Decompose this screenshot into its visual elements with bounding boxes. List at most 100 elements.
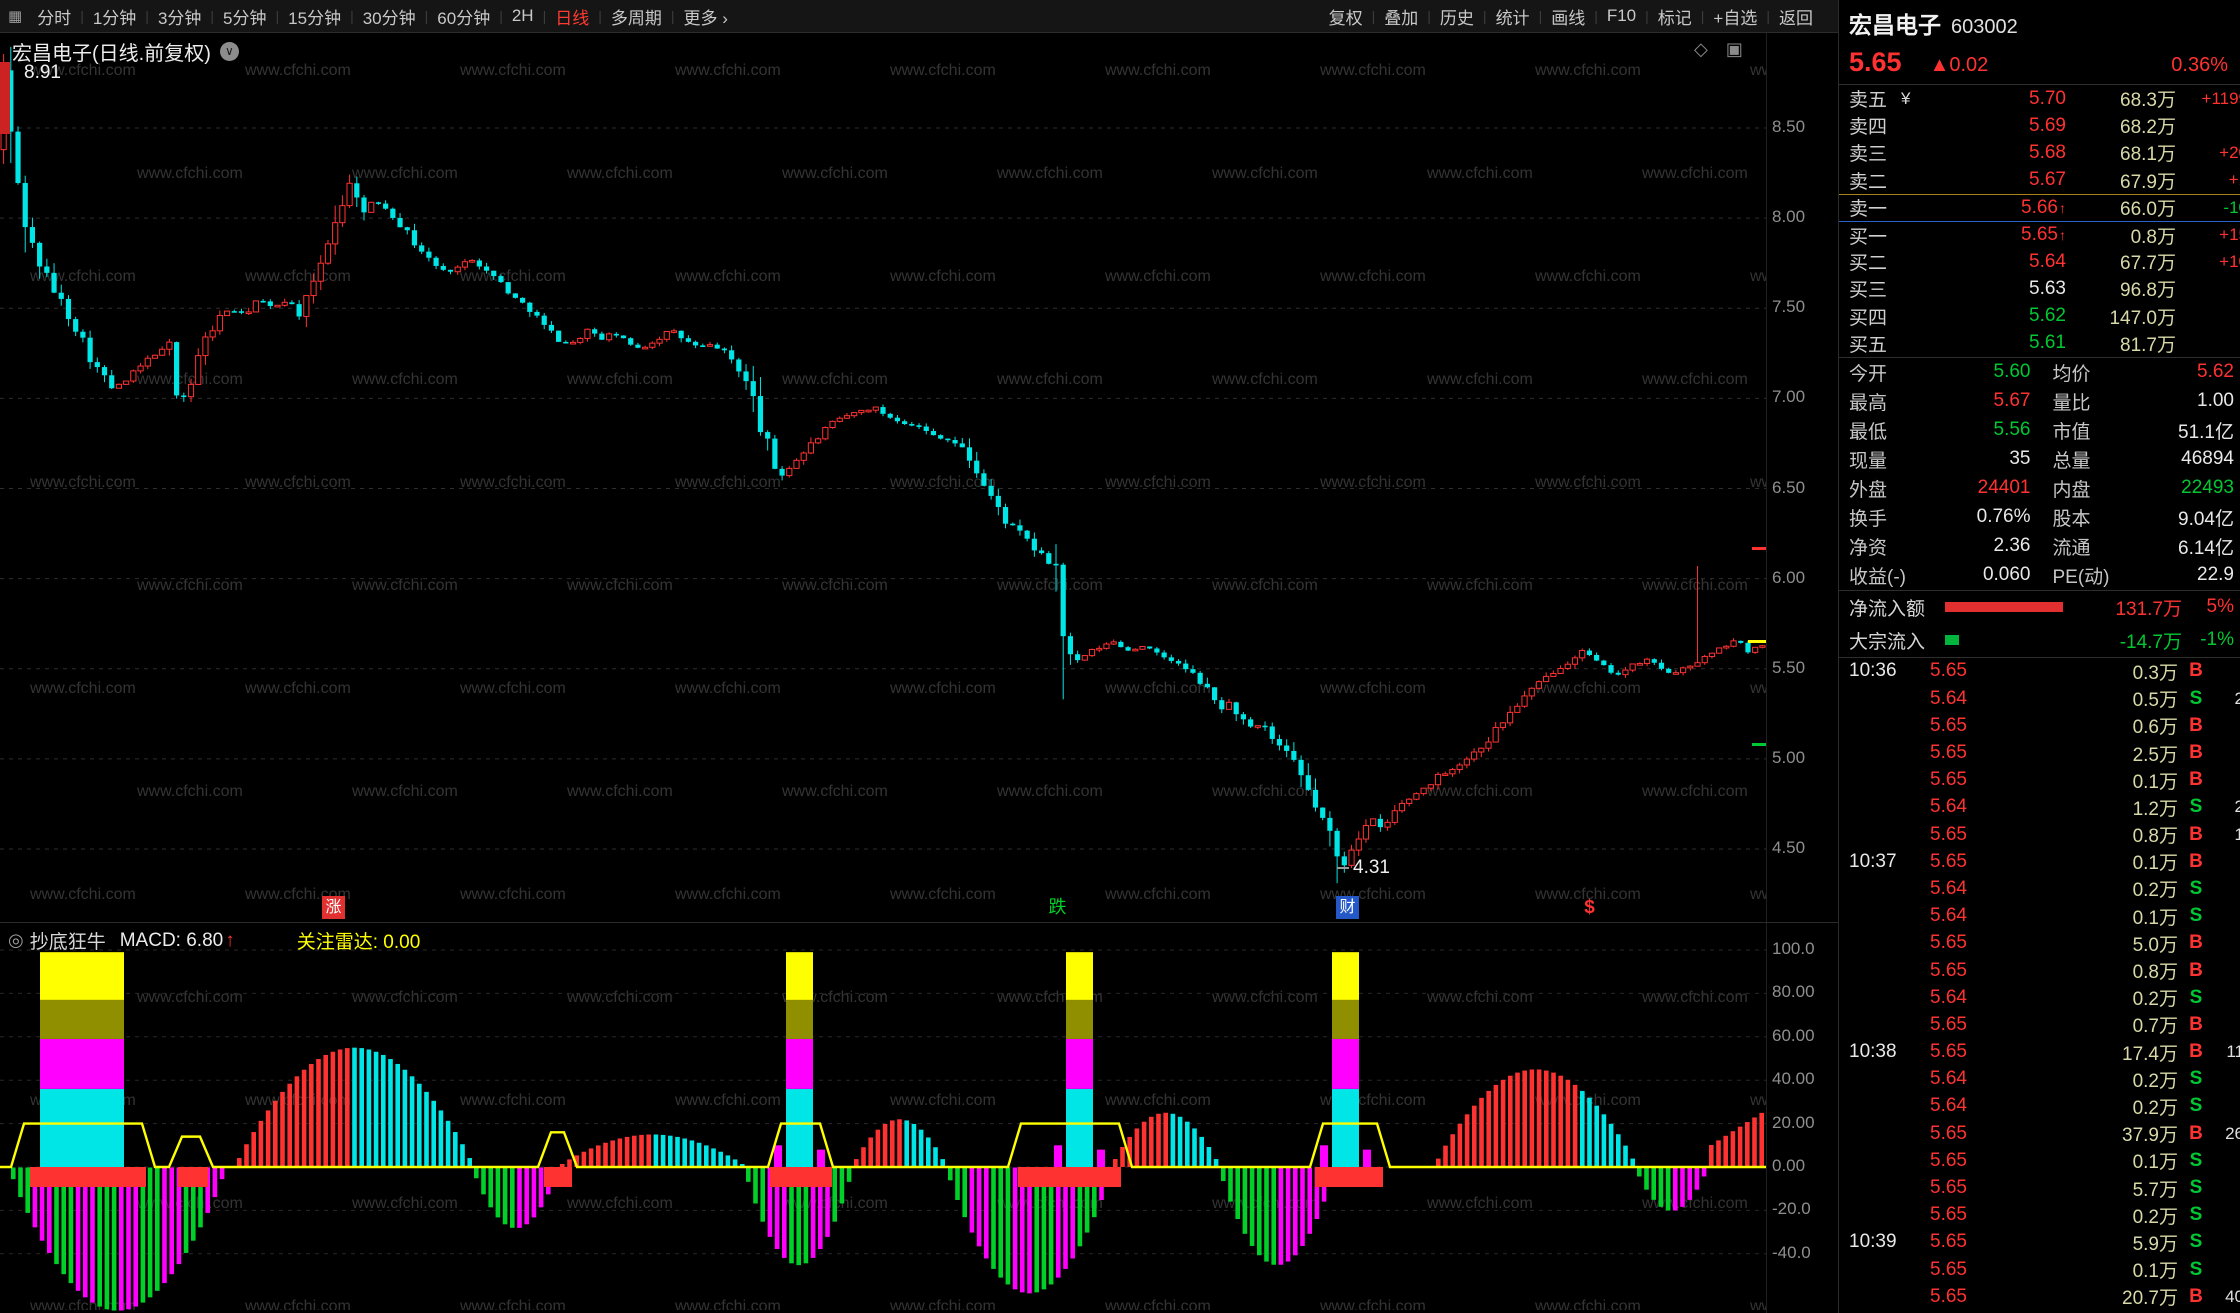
toolbar-item-tool-2[interactable]: 历史 <box>1439 8 1474 28</box>
watermark-text: www.cfchi.com <box>460 1092 566 1109</box>
order-book-row-卖一[interactable]: 卖一 5.66↑ 66.0万 -10 <box>1839 193 2240 221</box>
order-volume: 68.1万 <box>2120 144 2176 166</box>
watermark-text: www.cfchi.com <box>460 62 566 79</box>
stat-label: 净资 <box>1849 537 1888 559</box>
watermark-text: www.cfchi.com <box>997 165 1103 182</box>
toolbar-item-period-2[interactable]: 3分钟 <box>157 8 202 28</box>
watermark-text: www.cfchi.com <box>245 268 351 285</box>
tick-price: 5.65 <box>1930 769 1967 791</box>
toolbar-item-tool-4[interactable]: 画线 <box>1551 8 1586 28</box>
toolbar-item-period-6[interactable]: 60分钟 <box>437 8 491 28</box>
watermark-text: www.cfchi.com <box>1642 783 1748 800</box>
order-price: 5.66↑ <box>2021 196 2066 218</box>
watermark-text: www.cfchi.com <box>567 165 673 182</box>
candlestick-chart[interactable] <box>0 44 1766 922</box>
event-marker-3[interactable]: $ <box>1584 897 1595 918</box>
order-book-row-卖五[interactable]: 卖五 ¥5.70 68.3万 +1199 <box>1839 85 2240 112</box>
tick-volume: 0.2万 <box>2132 1206 2178 1228</box>
watermark-text: www.cfchi.com <box>245 1298 351 1310</box>
currency-icon[interactable]: ¥ <box>1901 88 1911 108</box>
watermark-text: www.cfchi.com <box>1750 268 1766 285</box>
order-book-row-买三[interactable]: 买三 5.63 96.8万 <box>1839 275 2240 302</box>
tick-list[interactable]: 10:365.650.3万B5.640.5万S25.650.6万B5.652.5… <box>1839 658 2240 1311</box>
toolbar-item-period-10[interactable]: 更多 › <box>683 8 728 28</box>
watermark-text: www.cfchi.com <box>567 371 673 388</box>
watermark-text: www.cfchi.com <box>1320 474 1426 491</box>
toolbar-item-period-7[interactable]: 2H <box>511 6 534 25</box>
toolbar-item-period-4[interactable]: 15分钟 <box>288 8 342 28</box>
toolbar-item-tool-3[interactable]: 统计 <box>1495 8 1530 28</box>
watermark-text: www.cfchi.com <box>675 1092 781 1109</box>
tick-row: 5.65 0.8万 B1 <box>1839 821 2240 848</box>
menu-icon[interactable]: ▦ <box>8 8 23 25</box>
tick-row: 5.65 2.5万 B <box>1839 739 2240 766</box>
watermark-text: www.cfchi.com <box>1212 989 1318 1006</box>
toolbar-item-tool-8[interactable]: 返回 <box>1779 8 1813 28</box>
watermark-text: www.cfchi.com <box>782 783 888 800</box>
indicator-cycle-icon[interactable]: ◎ <box>8 930 24 950</box>
float-window-icon[interactable]: ▣ <box>1725 39 1743 59</box>
stat-label: 今开 <box>1849 363 1888 385</box>
tick-time: 10:39 <box>1849 1231 1897 1253</box>
watermark-text: www.cfchi.com <box>352 1195 458 1212</box>
tick-side-flag: S <box>2189 1149 2203 1171</box>
watermark-text: www.cfchi.com <box>890 474 996 491</box>
tick-row: 5.64 0.2万 S <box>1839 984 2240 1011</box>
order-book-row-买一[interactable]: 买一 5.65↑ 0.8万 +15 <box>1839 220 2240 248</box>
toolbar-item-period-8[interactable]: 日线 <box>555 8 590 28</box>
order-book-row-买二[interactable]: 买二 5.64 67.7万 +10 <box>1839 248 2240 275</box>
watermark-text: www.cfchi.com <box>1750 1298 1766 1310</box>
last-price: 5.65 <box>1849 47 1902 77</box>
tick-row: 5.65 0.1万 S <box>1839 1256 2240 1283</box>
tick-time: 10:37 <box>1849 850 1897 872</box>
toolbar-item-period-0[interactable]: 分时 <box>37 8 72 28</box>
indicator-axis-label: 80.00 <box>1772 982 1815 1002</box>
tick-side-flag: B <box>2189 823 2203 845</box>
order-book-row-卖三[interactable]: 卖三 5.68 68.1万 +20 <box>1839 139 2240 166</box>
toolbar-item-period-5[interactable]: 30分钟 <box>362 8 416 28</box>
toolbar-item-period-1[interactable]: 1分钟 <box>92 8 137 28</box>
indicator-chart[interactable] <box>0 925 1766 1313</box>
title-dropdown-icon[interactable]: ∨ <box>219 42 239 61</box>
event-marker-0[interactable]: 涨 <box>322 896 345 919</box>
toolbar-item-tool-7[interactable]: +自选 <box>1713 8 1758 28</box>
watermark-text: www.cfchi.com <box>352 783 458 800</box>
watermark-layer: www.cfchi.com www.cfchi.com www.cfchi.com w… <box>0 44 1766 1310</box>
price-axis-label: 7.00 <box>1772 387 1806 407</box>
toolbar-item-tool-0[interactable]: 复权 <box>1328 8 1363 28</box>
watermark-text: www.cfchi.com <box>997 783 1103 800</box>
flow-pct: -1% <box>2200 629 2234 651</box>
toolbar-item-period-9[interactable]: 多周期 <box>610 8 662 28</box>
indicator-name[interactable]: 抄底狂牛 <box>29 932 106 953</box>
watermark-text: www.cfchi.com <box>1212 783 1318 800</box>
order-price: 5.65↑ <box>2021 224 2066 246</box>
stat-value: 1.00 <box>2197 390 2234 412</box>
tick-price: 5.64 <box>1930 1095 1967 1117</box>
price-axis-label: 8.50 <box>1772 117 1806 136</box>
watermark-text: www.cfchi.com <box>1105 1092 1211 1109</box>
toolbar-item-tool-1[interactable]: 叠加 <box>1384 8 1419 28</box>
stat-value: 51.1亿 <box>2178 421 2234 443</box>
order-book-row-卖二[interactable]: 卖二 5.67 67.9万 +1 <box>1839 167 2240 194</box>
flow-label: 大宗流入 <box>1849 631 1926 653</box>
event-marker-1[interactable]: 跌 <box>1048 897 1067 917</box>
price-up-arrow-icon: ↑ <box>2059 199 2066 216</box>
watermark-text: www.cfchi.com <box>1750 1092 1766 1109</box>
tick-side-flag: S <box>2189 1177 2203 1199</box>
watermark-text: www.cfchi.com <box>460 886 566 903</box>
order-book-row-买五[interactable]: 买五 5.61 81.7万 <box>1839 330 2240 357</box>
event-marker-2[interactable]: 财 <box>1336 896 1359 919</box>
order-book-row-卖四[interactable]: 卖四 5.69 68.2万 <box>1839 112 2240 139</box>
favorite-icon[interactable]: ◇ <box>1694 39 1708 59</box>
stat-value: 24401 <box>1977 477 2031 499</box>
watermark-text: www.cfchi.com <box>1750 62 1766 79</box>
toolbar-item-period-3[interactable]: 5分钟 <box>223 8 267 28</box>
toolbar-item-tool-5[interactable]: F10 <box>1606 6 1637 25</box>
toolbar-item-tool-6[interactable]: 标记 <box>1657 8 1692 28</box>
order-book-row-买四[interactable]: 买四 5.62 147.0万 <box>1839 303 2240 330</box>
tick-volume: 0.3万 <box>2132 662 2178 684</box>
price-axis-label: 5.00 <box>1772 747 1806 767</box>
tick-count: 11 <box>2226 1042 2240 1062</box>
chart-title: 宏昌电子(日线.前复权) <box>12 43 211 65</box>
